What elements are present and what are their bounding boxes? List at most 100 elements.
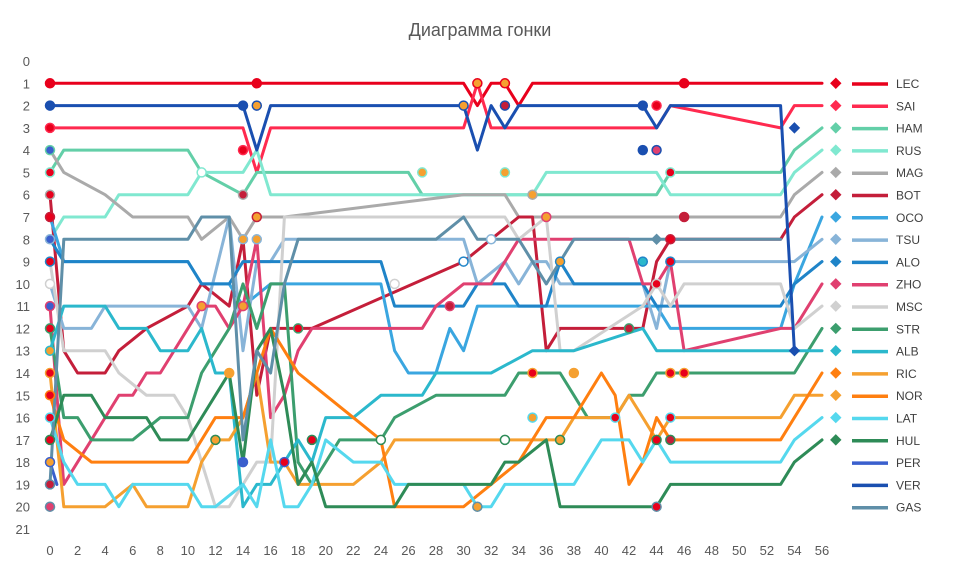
y-tick-label: 19: [16, 477, 30, 492]
legend-label-str: STR: [896, 322, 920, 336]
pit-marker: [375, 434, 387, 446]
y-tick-label: 5: [23, 165, 30, 180]
y-tick-label: 21: [16, 522, 30, 537]
y-tick-label: 13: [16, 344, 30, 359]
legend-label-zho: ZHO: [896, 278, 921, 292]
x-tick-label: 6: [129, 543, 136, 558]
pit-marker: [499, 78, 511, 89]
y-tick-label: 18: [16, 455, 30, 470]
x-tick-label: 24: [374, 543, 388, 558]
pit-marker: [251, 100, 263, 111]
series-line-tsu: [48, 215, 824, 353]
pit-marker: [44, 501, 56, 512]
pit-marker: [499, 167, 511, 178]
pit-marker: [665, 167, 676, 178]
series-end-marker: [830, 211, 842, 223]
pit-marker: [196, 167, 207, 178]
pit-marker: [651, 144, 662, 156]
pit-marker: [527, 189, 538, 200]
pit-marker: [44, 211, 56, 223]
series-end-marker: [830, 434, 842, 446]
series-end-marker: [830, 166, 842, 179]
x-tick-label: 14: [236, 543, 250, 558]
series-end-marker: [650, 233, 663, 245]
pit-marker: [44, 122, 56, 134]
pit-marker: [251, 78, 263, 89]
x-tick-label: 26: [401, 543, 415, 558]
legend-label-bot: BOT: [896, 189, 921, 203]
x-tick-label: 10: [181, 543, 195, 558]
pit-marker: [210, 434, 221, 446]
x-tick-label: 50: [732, 543, 746, 558]
series-line-msc: [48, 215, 824, 509]
y-tick-label: 12: [16, 321, 30, 336]
pit-marker: [665, 412, 676, 423]
pit-marker: [44, 234, 56, 245]
x-tick-label: 22: [346, 543, 360, 558]
pit-marker: [292, 323, 304, 334]
pit-marker: [637, 256, 649, 267]
pit-marker: [44, 189, 56, 200]
series-end-marker: [830, 189, 842, 201]
pit-marker: [485, 234, 497, 245]
series-line-zho: [48, 237, 824, 486]
legend-label-mag: MAG: [896, 166, 923, 180]
pit-marker: [251, 211, 263, 223]
y-tick-label: 8: [23, 232, 30, 247]
pit-marker: [237, 189, 249, 200]
pit-marker: [678, 78, 690, 89]
pit-marker: [279, 456, 290, 468]
pit-marker: [472, 501, 483, 512]
pit-marker: [651, 434, 662, 446]
y-tick-label: 4: [23, 143, 30, 158]
legend-label-hul: HUL: [896, 434, 920, 448]
series-end-marker: [830, 389, 842, 401]
series-line-ham: [48, 126, 824, 197]
x-tick-label: 48: [704, 543, 718, 558]
chart-title: Диаграмма гонки: [409, 20, 552, 40]
x-tick-label: 4: [102, 543, 109, 558]
pit-marker: [44, 456, 56, 468]
y-tick-label: 3: [23, 121, 30, 136]
pit-marker: [223, 367, 235, 379]
pit-marker: [44, 434, 56, 446]
series-end-marker: [830, 300, 842, 312]
pit-marker: [472, 78, 483, 89]
x-tick-label: 16: [263, 543, 277, 558]
series-line-nor: [48, 326, 824, 509]
series-line-bot: [48, 193, 824, 397]
legend-label-rus: RUS: [896, 144, 921, 158]
legend-label-gas: GAS: [896, 501, 921, 515]
pit-marker: [44, 300, 56, 312]
pit-marker: [237, 300, 249, 312]
y-tick-label: 16: [16, 411, 30, 426]
x-tick-label: 20: [318, 543, 332, 558]
pit-marker: [44, 167, 56, 178]
pit-marker: [458, 100, 469, 111]
pit-marker: [237, 100, 249, 111]
x-tick-label: 12: [208, 543, 222, 558]
pit-marker: [44, 278, 56, 290]
pit-marker: [196, 300, 207, 312]
legend-label-oco: OCO: [896, 211, 923, 225]
legend: LEC SAI HAM RUS MAG BOT OCO TSU ALO ZHO MSC STR ALB R…: [852, 77, 923, 515]
pit-marker: [554, 256, 566, 267]
legend-label-sai: SAI: [896, 99, 915, 113]
pit-marker: [44, 78, 56, 89]
x-tick-label: 34: [511, 543, 525, 558]
pit-marker: [665, 256, 676, 267]
pit-marker: [444, 300, 456, 312]
series-end-marker: [830, 255, 842, 268]
series-line-lat: [48, 416, 824, 509]
x-tick-label: 0: [46, 543, 53, 558]
legend-label-tsu: TSU: [896, 233, 920, 247]
pit-marker: [389, 278, 400, 290]
pit-marker: [44, 412, 56, 423]
x-tick-label: 56: [815, 543, 829, 558]
pit-marker: [499, 100, 511, 111]
y-tick-label: 7: [23, 210, 30, 225]
pit-marker: [568, 367, 580, 379]
pit-marker: [541, 211, 552, 223]
legend-label-lec: LEC: [896, 77, 920, 91]
